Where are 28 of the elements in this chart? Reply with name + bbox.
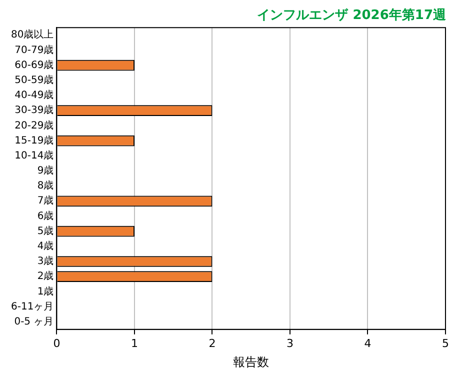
y-tick-label: 8歳 (37, 180, 54, 192)
y-tick-label: 6-11ヶ月 (11, 301, 54, 312)
y-tick-label: 9歳 (37, 164, 54, 177)
x-tick-label: 1 (130, 336, 138, 350)
y-tick-label: 10-14歳 (14, 149, 54, 162)
y-tick-label: 0-5 ヶ月 (14, 316, 54, 328)
y-tick-label: 3歳 (37, 255, 54, 268)
y-tick-label: 7歳 (37, 194, 54, 207)
x-tick-label: 3 (286, 336, 294, 350)
y-tick-label: 40-49歳 (14, 89, 54, 102)
x-tick-label: 0 (53, 336, 60, 350)
chart-title: インフルエンザ 2026年第17週 (257, 8, 447, 24)
y-tick-label: 5歳 (37, 224, 54, 237)
x-tick-label: 5 (442, 336, 449, 350)
y-tick-label: 50-59歳 (14, 74, 54, 86)
y-tick-label: 6歳 (37, 210, 54, 222)
x-tick-label: 4 (364, 336, 372, 350)
y-tick-label: 30-39歳 (14, 104, 54, 116)
x-tick-label: 2 (208, 336, 216, 350)
y-tick-label: 70-79歳 (14, 44, 54, 56)
y-tick-label: 20-29歳 (14, 119, 54, 132)
y-tick-label: 1歳 (37, 285, 54, 298)
y-tick-label: 15-19歳 (14, 134, 54, 146)
x-axis-title: 報告数 (233, 354, 270, 369)
y-tick-label: 80歳以上 (10, 28, 54, 41)
y-tick-label: 4歳 (37, 240, 54, 252)
y-tick-label: 2歳 (37, 270, 54, 282)
y-tick-label: 60-69歳 (14, 58, 54, 71)
